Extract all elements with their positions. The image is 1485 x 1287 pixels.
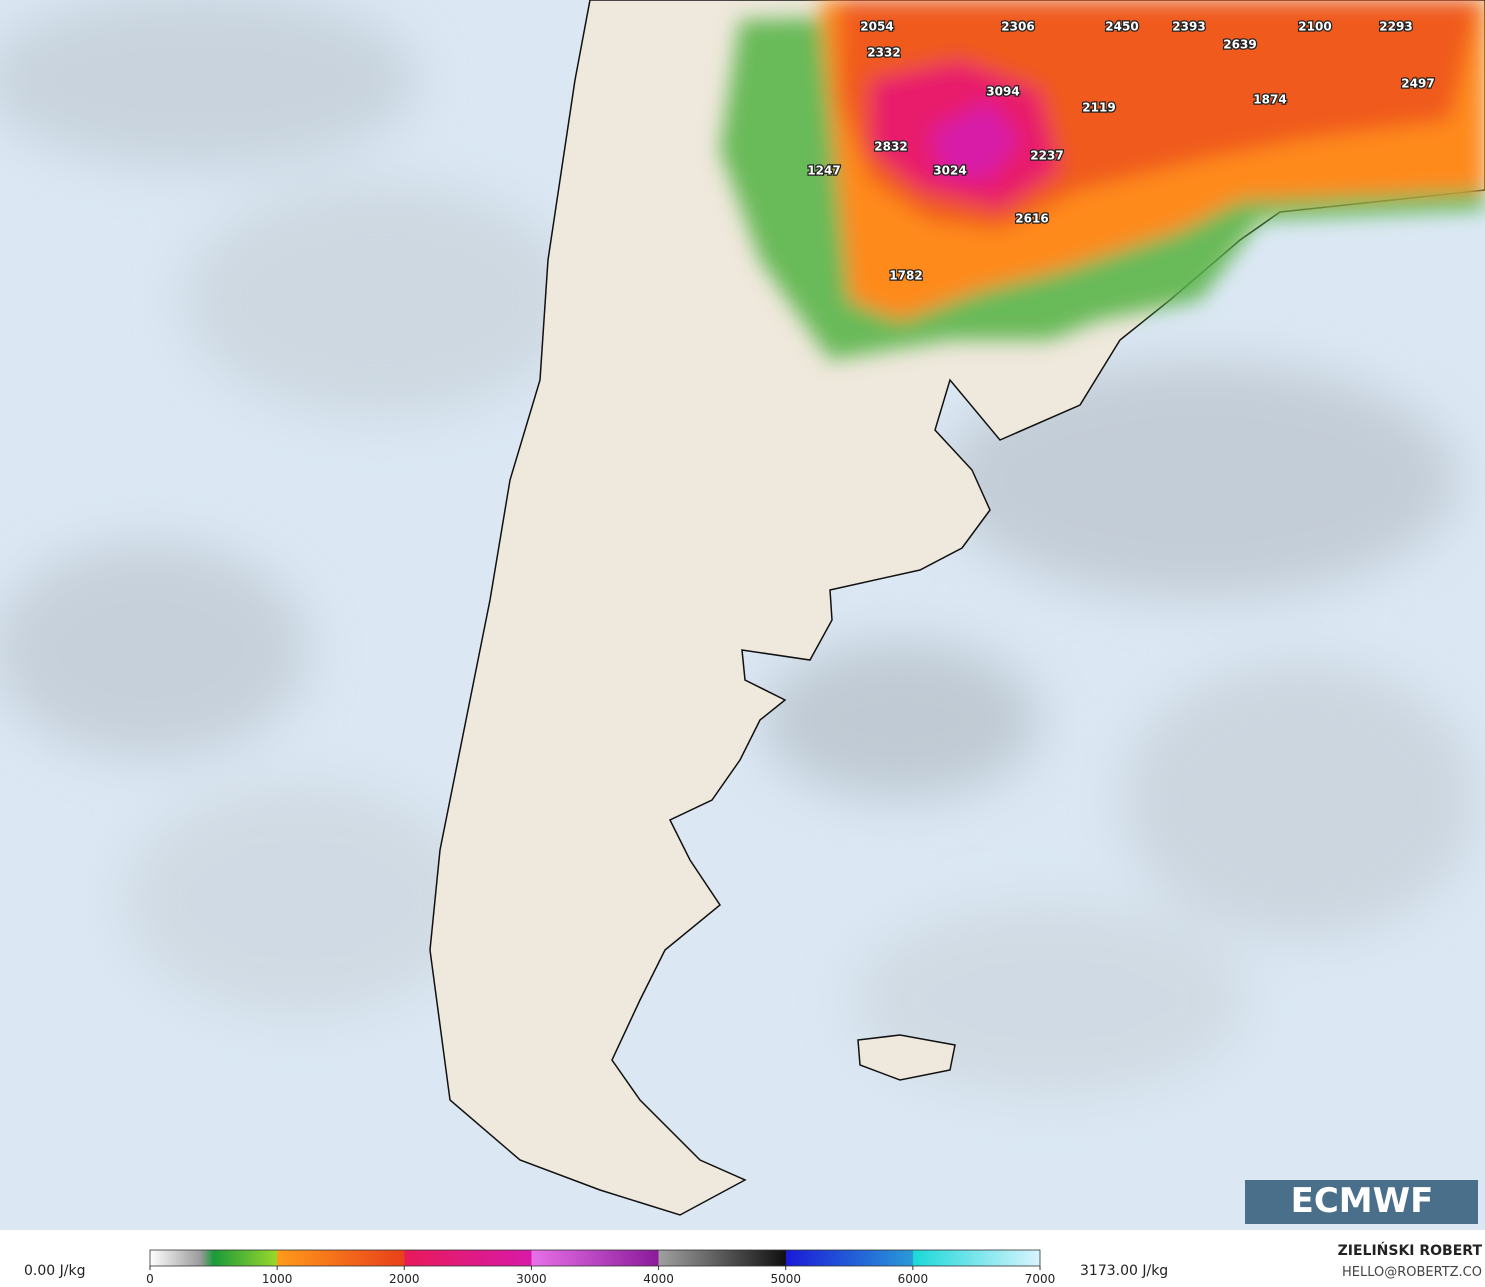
cape-label: 3024	[933, 164, 966, 178]
cape-label: 1874	[1253, 93, 1286, 107]
colorbar-tick-label: 1000	[262, 1272, 293, 1286]
colorbar-tick-label: 6000	[898, 1272, 929, 1286]
cape-label: 2832	[874, 140, 907, 154]
land	[429, 0, 1485, 1216]
colorbar-min-label: 0.00 J/kg	[24, 1263, 85, 1279]
cape-label: 2616	[1015, 212, 1048, 226]
logo: ECMWF	[1291, 1181, 1434, 1221]
colorbar-tick-label: 4000	[643, 1272, 674, 1286]
cape-label: 2450	[1105, 20, 1138, 34]
cape-label: 2393	[1172, 20, 1205, 34]
cape-label: 2237	[1030, 149, 1063, 163]
clouds	[0, 0, 1480, 1100]
colorbar-tick-label: 0	[146, 1272, 154, 1286]
cape-label: 2306	[1001, 20, 1034, 34]
cape-label: 2639	[1223, 38, 1256, 52]
credit-name: ZIELIŃSKI ROBERT	[1338, 1241, 1483, 1259]
cape-label: 2332	[867, 46, 900, 60]
islands	[857, 1034, 956, 1081]
cape-label: 2100	[1298, 20, 1331, 34]
colorbar: 0.00 J/kg 3173.00 J/kg ZIELIŃSKI ROBERT …	[24, 1241, 1482, 1286]
colorbar-tick-label: 5000	[770, 1272, 801, 1286]
map: 2054 2306 2450 2393 2100 2293 2332 2639 3094 2497…	[0, 0, 1485, 1230]
colorbar-tick-label: 3000	[516, 1272, 547, 1286]
cape-label: 2119	[1082, 101, 1115, 115]
cape-field	[720, 0, 1485, 360]
cape-label: 2497	[1401, 77, 1434, 91]
cape-label: 1782	[889, 269, 922, 283]
colorbar-tick-label: 2000	[389, 1272, 420, 1286]
cape-label: 2293	[1379, 20, 1412, 34]
cape-label: 3094	[986, 85, 1019, 99]
colorbar-scale	[149, 1249, 1041, 1267]
cape-label: 1247	[807, 164, 840, 178]
colorbar-tick-label: 7000	[1025, 1272, 1056, 1286]
colorbar-max-label: 3173.00 J/kg	[1080, 1263, 1168, 1279]
logo-box	[1245, 1180, 1478, 1224]
cape-label: 2054	[860, 20, 893, 34]
cape-labels: 2054 2306 2450 2393 2100 2293 2332 2639 3094 2497…	[806, 18, 1436, 284]
credit-contact: HELLO@ROBERTZ.CO	[1342, 1265, 1482, 1280]
